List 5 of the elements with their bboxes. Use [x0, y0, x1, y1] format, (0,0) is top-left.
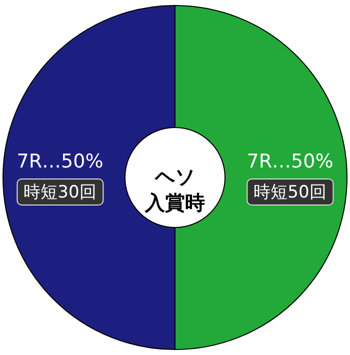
text: ヘソ入賞時 [144, 164, 205, 214]
slice-label: 時短50回 [246, 178, 334, 205]
data-label: 7R…50% [16, 150, 104, 172]
slice-label: 時短30回 [16, 178, 104, 205]
data-label: 7R…50% [246, 150, 334, 172]
